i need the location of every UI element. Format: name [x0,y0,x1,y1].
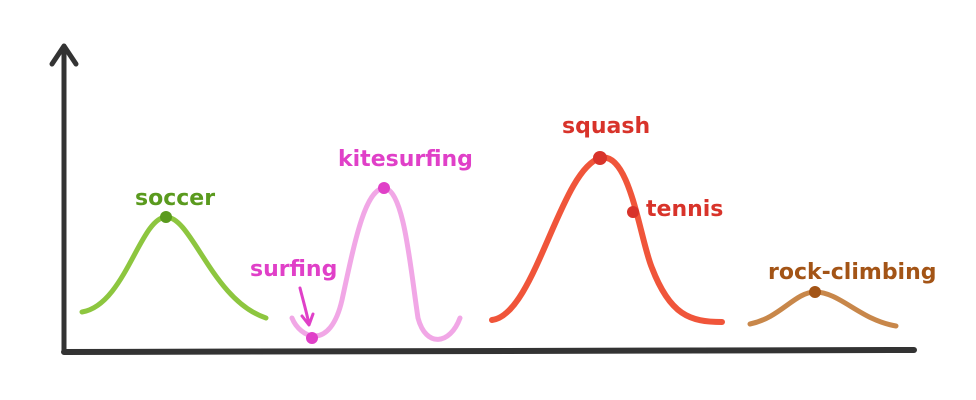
kitesurfing-group: surfing kitesurfing [250,147,473,344]
tennis-label: tennis [646,197,723,222]
squash-group: squash tennis [489,114,725,325]
squash-dot [593,151,607,165]
kitesurfing-dot [378,182,390,194]
surfing-dot [306,332,318,344]
squash-label: squash [562,114,650,139]
kitesurfing-label: kitesurfing [338,147,473,172]
rock-climbing-dot [809,286,821,298]
x-axis [61,347,917,355]
rock-climbing-group: rock-climbing [747,260,937,329]
axes [49,43,917,355]
tennis-dot [627,206,639,218]
soccer-curve [79,214,269,321]
y-axis-arrowhead [49,43,79,67]
surfing-arrow [298,286,315,327]
rock-climbing-curve [747,289,899,329]
soccer-label: soccer [135,186,215,211]
rock-climbing-label: rock-climbing [768,260,937,285]
squash-curve [489,154,725,325]
soccer-group: soccer [79,186,269,321]
soccer-dot [160,211,172,223]
surfing-label: surfing [250,257,337,282]
